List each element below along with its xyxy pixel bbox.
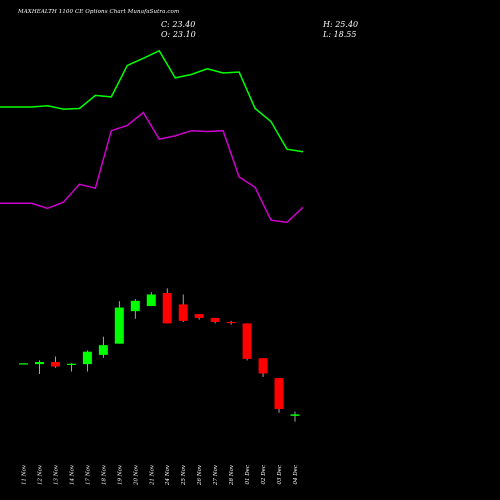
open-value: 23.10: [172, 30, 196, 39]
candle: [194, 314, 204, 320]
candle: [210, 317, 220, 324]
candle-body: [66, 363, 76, 365]
chart-title: MAXHEALTH 1100 CE Options Chart MunafaSu…: [18, 9, 180, 15]
open-readout: O: 23.10: [161, 30, 196, 39]
x-tick-label: 24 Nov: [165, 464, 171, 486]
candle-body: [226, 321, 236, 324]
candle-body: [242, 323, 252, 359]
x-tick-label: 03 Dec: [277, 465, 283, 485]
candle-body: [290, 414, 300, 416]
x-tick-label: 27 Nov: [213, 464, 219, 486]
candle-body: [114, 307, 124, 344]
candle-body: [50, 362, 60, 367]
candle-body: [258, 358, 268, 374]
candle-body: [82, 351, 92, 365]
candle: [274, 378, 284, 413]
candle-body: [162, 292, 172, 324]
candle-body: [210, 317, 220, 322]
candle: [82, 350, 92, 372]
bands-layer: [0, 49, 304, 224]
candle: [178, 294, 188, 322]
close-readout: C: 23.40: [161, 20, 196, 29]
candle: [242, 323, 252, 361]
candle: [19, 363, 28, 365]
close-value: 23.40: [172, 20, 196, 29]
x-tick-label: 12 Nov: [38, 464, 44, 485]
candle-body: [274, 378, 284, 410]
low-value: 18.55: [333, 30, 357, 39]
x-tick-label: 26 Nov: [197, 464, 203, 486]
candle: [162, 288, 172, 324]
candle: [66, 363, 76, 372]
candle: [226, 320, 236, 325]
high-readout: H: 25.40: [323, 20, 359, 29]
candle-body: [98, 345, 108, 355]
candle: [50, 356, 60, 368]
candle: [130, 299, 140, 319]
x-tick-label: 11 Nov: [22, 464, 28, 485]
x-tick-label: 19 Nov: [117, 464, 123, 485]
x-tick-label: 18 Nov: [101, 464, 107, 485]
x-tick-label: 01 Dec: [245, 465, 251, 485]
candle: [34, 360, 44, 375]
x-tick-label: 25 Nov: [181, 464, 187, 486]
x-tick-label: 20 Nov: [133, 464, 139, 486]
candle: [98, 336, 108, 358]
candle-body: [34, 362, 44, 365]
candle: [114, 301, 124, 344]
candle: [258, 358, 268, 378]
candle-body: [19, 363, 28, 365]
candle: [290, 411, 300, 422]
candle-body: [178, 304, 188, 321]
x-tick-label: 02 Dec: [261, 465, 267, 485]
candles-layer: [19, 288, 300, 422]
x-tick-label: 21 Nov: [149, 464, 155, 486]
x-tick-label: 28 Nov: [229, 464, 235, 486]
lower-band-line: [0, 111, 304, 224]
x-tick-label: 04 Dec: [293, 465, 299, 485]
x-tick-label: 13 Nov: [53, 464, 59, 485]
x-tick-label: 14 Nov: [69, 464, 75, 485]
candle-body: [194, 314, 204, 318]
x-axis-labels: 11 Nov 12 Nov 13 Nov 14 Nov 17 Nov 18 Nov 19 N…: [22, 464, 300, 486]
low-readout: L: 18.55: [323, 30, 357, 39]
candle-body: [130, 300, 140, 312]
high-value: 25.40: [335, 20, 359, 29]
upper-band-line: [0, 49, 304, 153]
x-tick-label: 17 Nov: [85, 464, 91, 485]
candle-body: [146, 294, 156, 307]
candle: [146, 292, 156, 307]
